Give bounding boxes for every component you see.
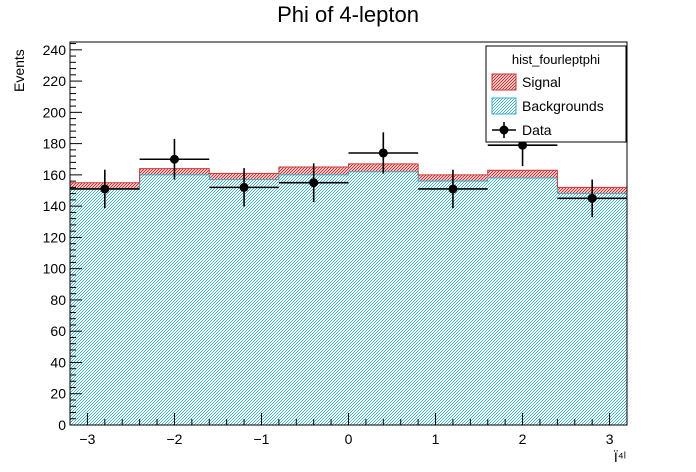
y-tick-label: 100 [43, 261, 67, 277]
y-tick-label: 40 [50, 354, 66, 370]
data-point [448, 184, 458, 194]
y-tick-label: 120 [43, 229, 67, 245]
x-tick-label: 0 [345, 431, 353, 447]
legend: hist_fourleptphi Signal Backgrounds Data [485, 45, 627, 143]
legend-title: hist_fourleptphi [512, 52, 600, 67]
background-bar [418, 181, 488, 425]
x-axis-title: Ï⁴ˡ [614, 449, 626, 465]
y-tick-label: 160 [43, 167, 67, 183]
background-bar [209, 179, 279, 425]
legend-label-signal: Signal [522, 74, 561, 90]
legend-label-backgrounds: Backgrounds [522, 98, 604, 114]
background-bar [278, 174, 349, 425]
background-bar [139, 174, 210, 425]
chart-title: Phi of 4-lepton [277, 2, 419, 27]
data-point [309, 178, 319, 188]
y-tick-label: 0 [58, 417, 66, 433]
y-tick-label: 80 [50, 292, 66, 308]
data-point [378, 148, 388, 158]
legend-data-marker [499, 125, 509, 135]
background-bar [348, 171, 419, 425]
data-point [518, 140, 528, 150]
x-tick-label: −2 [166, 431, 182, 447]
plot-area [69, 124, 628, 425]
x-tick-label: −3 [79, 431, 95, 447]
legend-label-data: Data [522, 122, 552, 138]
x-tick-label: 3 [606, 431, 614, 447]
y-tick-label: 140 [43, 198, 67, 214]
data-point [100, 184, 110, 194]
x-tick-label: 1 [432, 431, 440, 447]
legend-swatch-signal [491, 73, 517, 91]
data-point [169, 154, 179, 164]
y-tick-label: 240 [43, 42, 67, 58]
data-point [587, 193, 597, 203]
y-tick-label: 20 [50, 386, 66, 402]
y-tick-label: 60 [50, 323, 66, 339]
axes: 0 20 40 60 80 100 120 140 160 180 200 220 240 −3 −2 −1 0… [43, 41, 628, 447]
background-bar [557, 193, 627, 425]
y-tick-label: 220 [43, 73, 67, 89]
signal-bar [487, 170, 558, 179]
y-tick-label: 180 [43, 136, 67, 152]
data-point [239, 182, 249, 192]
x-tick-label: 2 [519, 431, 527, 447]
y-axis-title: Events [11, 49, 27, 92]
background-bar [487, 178, 558, 425]
legend-swatch-backgrounds [491, 97, 517, 115]
x-tick-label: −1 [253, 431, 269, 447]
y-tick-label: 200 [43, 104, 67, 120]
background-bar [70, 188, 140, 425]
signal-outline [69, 163, 628, 425]
legend-box [485, 45, 627, 143]
